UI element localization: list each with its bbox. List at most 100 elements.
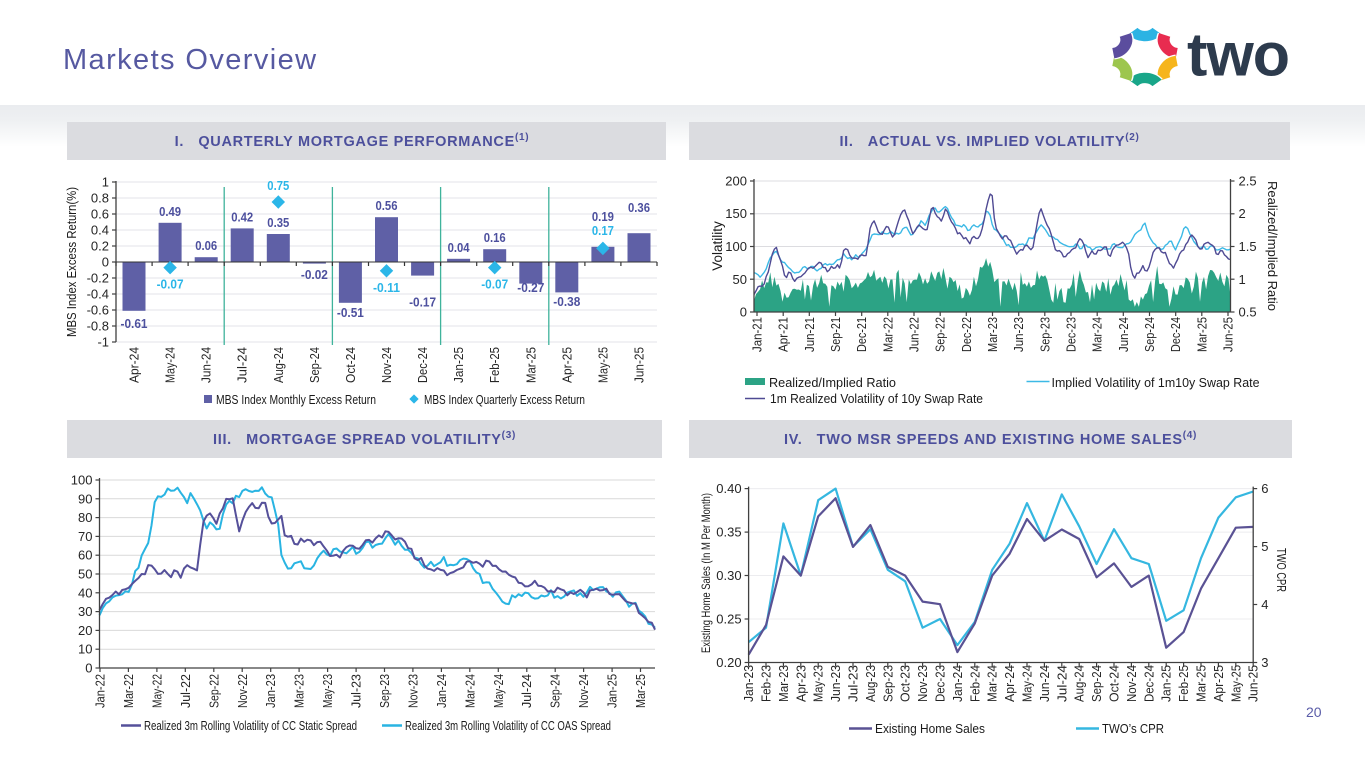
- svg-text:2.5: 2.5: [1239, 174, 1257, 189]
- svg-text:Nov-23: Nov-23: [405, 674, 420, 708]
- svg-text:MBS Index Quarterly Excess Ret: MBS Index Quarterly Excess Return: [424, 392, 585, 407]
- svg-text:Feb-23: Feb-23: [759, 665, 774, 702]
- svg-text:10: 10: [78, 642, 92, 657]
- svg-text:0.35: 0.35: [267, 216, 289, 230]
- svg-text:Sep-24: Sep-24: [1089, 665, 1104, 702]
- svg-text:0.49: 0.49: [159, 205, 181, 219]
- svg-text:0.17: 0.17: [592, 224, 614, 238]
- svg-text:Sep-21: Sep-21: [828, 317, 843, 352]
- svg-text:Jun-24: Jun-24: [199, 347, 214, 383]
- svg-text:Jan-23: Jan-23: [263, 674, 278, 708]
- svg-text:Sep-24: Sep-24: [307, 347, 322, 383]
- svg-text:Oct-23: Oct-23: [898, 665, 913, 702]
- svg-text:100: 100: [725, 239, 747, 254]
- svg-text:Existing Home Sales: Existing Home Sales: [875, 721, 985, 736]
- svg-text:Jun-24: Jun-24: [1037, 665, 1052, 702]
- svg-text:Nov-24: Nov-24: [379, 347, 394, 383]
- svg-text:TWO CPR: TWO CPR: [1274, 548, 1288, 592]
- svg-text:Jul-24: Jul-24: [235, 347, 250, 383]
- svg-text:May-24: May-24: [163, 347, 178, 383]
- svg-text:Oct-24: Oct-24: [343, 347, 358, 383]
- svg-text:Mar-24: Mar-24: [462, 674, 477, 708]
- svg-text:5: 5: [1261, 539, 1268, 554]
- svg-text:Aug-24: Aug-24: [1072, 665, 1087, 702]
- svg-text:Mar-22: Mar-22: [121, 674, 136, 708]
- svg-text:0.36: 0.36: [628, 201, 650, 215]
- svg-text:4: 4: [1261, 597, 1268, 612]
- svg-text:Jun-25: Jun-25: [1221, 317, 1236, 352]
- svg-text:Apr-24: Apr-24: [127, 347, 142, 383]
- svg-text:Jul-23: Jul-23: [349, 674, 364, 708]
- svg-text:May-22: May-22: [149, 674, 164, 708]
- svg-text:Jun-23: Jun-23: [828, 665, 843, 702]
- svg-text:0.6: 0.6: [91, 207, 109, 222]
- svg-text:0: 0: [102, 255, 109, 270]
- svg-text:Realized 3m Rolling Volatility: Realized 3m Rolling Volatility of CC Sta…: [144, 718, 357, 733]
- svg-text:Mar-25: Mar-25: [1194, 317, 1209, 352]
- svg-text:1: 1: [102, 175, 109, 190]
- svg-text:Jun-24: Jun-24: [1116, 317, 1131, 352]
- svg-text:40: 40: [78, 585, 92, 600]
- svg-text:Mar-24: Mar-24: [985, 665, 1000, 702]
- svg-text:Jan-24: Jan-24: [434, 674, 449, 708]
- svg-text:Jul-24: Jul-24: [1054, 665, 1069, 702]
- svg-text:Jan-25: Jan-25: [1159, 665, 1174, 702]
- svg-text:1: 1: [1239, 272, 1246, 287]
- svg-text:Jun-25: Jun-25: [632, 347, 647, 383]
- svg-text:-0.6: -0.6: [87, 303, 109, 318]
- svg-text:Jun-23: Jun-23: [1011, 317, 1026, 352]
- svg-text:0.20: 0.20: [716, 655, 741, 670]
- svg-text:Jun-22: Jun-22: [907, 317, 922, 352]
- svg-text:Jul-23: Jul-23: [846, 665, 861, 702]
- svg-text:50: 50: [78, 567, 92, 582]
- svg-text:Feb-25: Feb-25: [1176, 665, 1191, 702]
- svg-text:Mar-23: Mar-23: [292, 674, 307, 708]
- svg-text:Sep-23: Sep-23: [377, 674, 392, 708]
- svg-text:two: two: [1187, 21, 1289, 89]
- svg-text:0.06: 0.06: [195, 239, 217, 253]
- svg-text:Sep-22: Sep-22: [933, 317, 948, 352]
- svg-text:Jan-25: Jan-25: [451, 347, 466, 383]
- svg-text:Dec-24: Dec-24: [415, 347, 430, 383]
- svg-text:-0.02: -0.02: [301, 268, 328, 282]
- svg-text:Nov-24: Nov-24: [1124, 665, 1139, 702]
- svg-text:-0.07: -0.07: [481, 278, 508, 292]
- svg-text:-0.61: -0.61: [121, 317, 148, 331]
- svg-text:Aug-24: Aug-24: [271, 347, 286, 383]
- svg-text:-0.38: -0.38: [553, 295, 580, 309]
- svg-text:Realized/Implied Ratio: Realized/Implied Ratio: [1265, 181, 1280, 311]
- svg-text:3: 3: [1261, 655, 1268, 670]
- svg-text:60: 60: [78, 548, 92, 563]
- svg-text:0.04: 0.04: [448, 241, 470, 255]
- svg-text:Feb-25: Feb-25: [487, 347, 502, 383]
- svg-text:May-25: May-25: [595, 347, 610, 383]
- svg-text:May-24: May-24: [491, 674, 506, 708]
- svg-text:0: 0: [740, 305, 747, 320]
- svg-text:May-25: May-25: [1228, 665, 1243, 702]
- svg-text:0.16: 0.16: [484, 231, 506, 245]
- svg-text:Jul-24: Jul-24: [519, 674, 534, 708]
- svg-text:Mar-25: Mar-25: [523, 347, 538, 383]
- svg-text:Nov-22: Nov-22: [235, 674, 250, 708]
- svg-text:Apr-23: Apr-23: [793, 665, 808, 702]
- svg-text:Sep-24: Sep-24: [548, 674, 563, 708]
- svg-text:Dec-23: Dec-23: [933, 665, 948, 702]
- svg-text:Dec-23: Dec-23: [1064, 317, 1079, 352]
- svg-text:Mar-23: Mar-23: [985, 317, 1000, 352]
- svg-text:0.75: 0.75: [267, 179, 289, 193]
- svg-text:Nov-23: Nov-23: [915, 665, 930, 702]
- svg-text:May-23: May-23: [811, 665, 826, 702]
- svg-text:Jul-22: Jul-22: [178, 674, 193, 708]
- svg-text:May-24: May-24: [1020, 665, 1035, 702]
- svg-text:-0.11: -0.11: [373, 281, 400, 295]
- svg-text:-0.8: -0.8: [87, 319, 109, 334]
- svg-text:Sep-22: Sep-22: [206, 674, 221, 708]
- svg-text:Mar-25: Mar-25: [633, 674, 648, 708]
- svg-text:0.25: 0.25: [716, 612, 741, 627]
- svg-text:150: 150: [725, 206, 747, 221]
- svg-text:Apr-21: Apr-21: [776, 317, 791, 352]
- svg-text:0.40: 0.40: [716, 481, 741, 496]
- svg-text:90: 90: [78, 491, 92, 506]
- svg-text:Sep-24: Sep-24: [1142, 317, 1157, 352]
- svg-text:1m Realized Volatility of 10y: 1m Realized Volatility of 10y Swap Rate: [770, 391, 983, 406]
